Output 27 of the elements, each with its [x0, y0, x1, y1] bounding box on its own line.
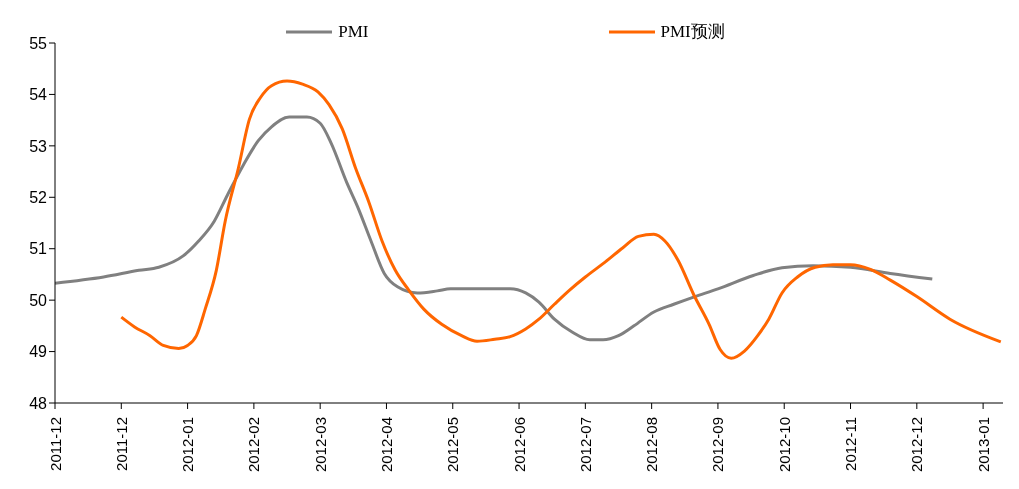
y-tick-label: 55 [29, 34, 48, 52]
legend-label: PMI [338, 21, 369, 42]
y-tick-label: 54 [29, 86, 48, 104]
x-tick-label: 2012-06 [510, 417, 528, 473]
x-tick-label: 2012-02 [245, 417, 263, 473]
x-tick-label: 2012-10 [775, 417, 793, 473]
y-tick-label: 52 [29, 188, 48, 206]
x-tick-label: 2012-12 [908, 417, 926, 473]
x-tick-label: 2012-08 [643, 417, 661, 473]
x-tick-label: 2011-12 [46, 417, 64, 471]
x-tick-label: 2012-01 [179, 417, 197, 473]
y-tick-label: 48 [29, 394, 48, 412]
y-tick-label: 51 [29, 240, 48, 258]
x-tick-label: 2012-04 [377, 417, 395, 473]
x-tick-label: 2011-12 [112, 417, 130, 471]
x-tick-label: 2012-03 [311, 417, 329, 473]
y-tick-label: 49 [29, 343, 48, 361]
line-series [55, 115, 934, 342]
x-tick-label: 2013-01 [974, 417, 992, 473]
y-tick-label: 53 [29, 137, 48, 155]
line-series [119, 79, 1003, 360]
x-tick-label: 2012-07 [576, 417, 594, 473]
x-tick-label: 2012-05 [444, 417, 462, 473]
legend-label: PMI预测 [660, 21, 725, 43]
x-tick-label: 2012-11 [842, 417, 860, 471]
x-tick-label: 2012-09 [709, 417, 727, 473]
y-tick-label: 50 [29, 291, 48, 309]
